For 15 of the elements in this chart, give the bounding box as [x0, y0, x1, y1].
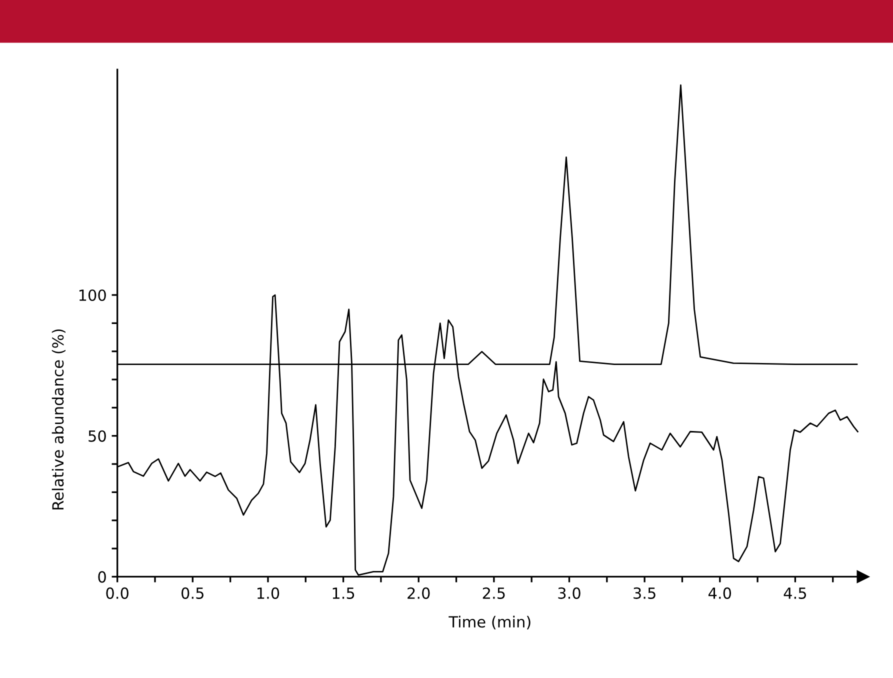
x-tick-label: 4.0: [708, 587, 732, 599]
y-tick-label: 100: [79, 289, 106, 302]
x-tick-label: 0.0: [106, 587, 128, 599]
x-tick-label: 2.0: [408, 587, 430, 599]
y-tick-label: 0: [98, 571, 106, 583]
x-tick-label: 3.5: [634, 587, 656, 599]
x-tick-label: 0.5: [182, 587, 204, 599]
y-axis-title: Relative abundance (%): [52, 329, 66, 510]
x-axis-title: Time (min): [448, 616, 530, 630]
x-tick-label: 1.5: [332, 588, 354, 599]
x-tick-label: 2.5: [482, 587, 505, 599]
x-tick-label: 3.0: [558, 587, 580, 599]
y-tick-label: 50: [88, 430, 106, 442]
x-tick-label: 4.5: [784, 588, 806, 599]
x-tick-label: 1.0: [258, 587, 280, 599]
